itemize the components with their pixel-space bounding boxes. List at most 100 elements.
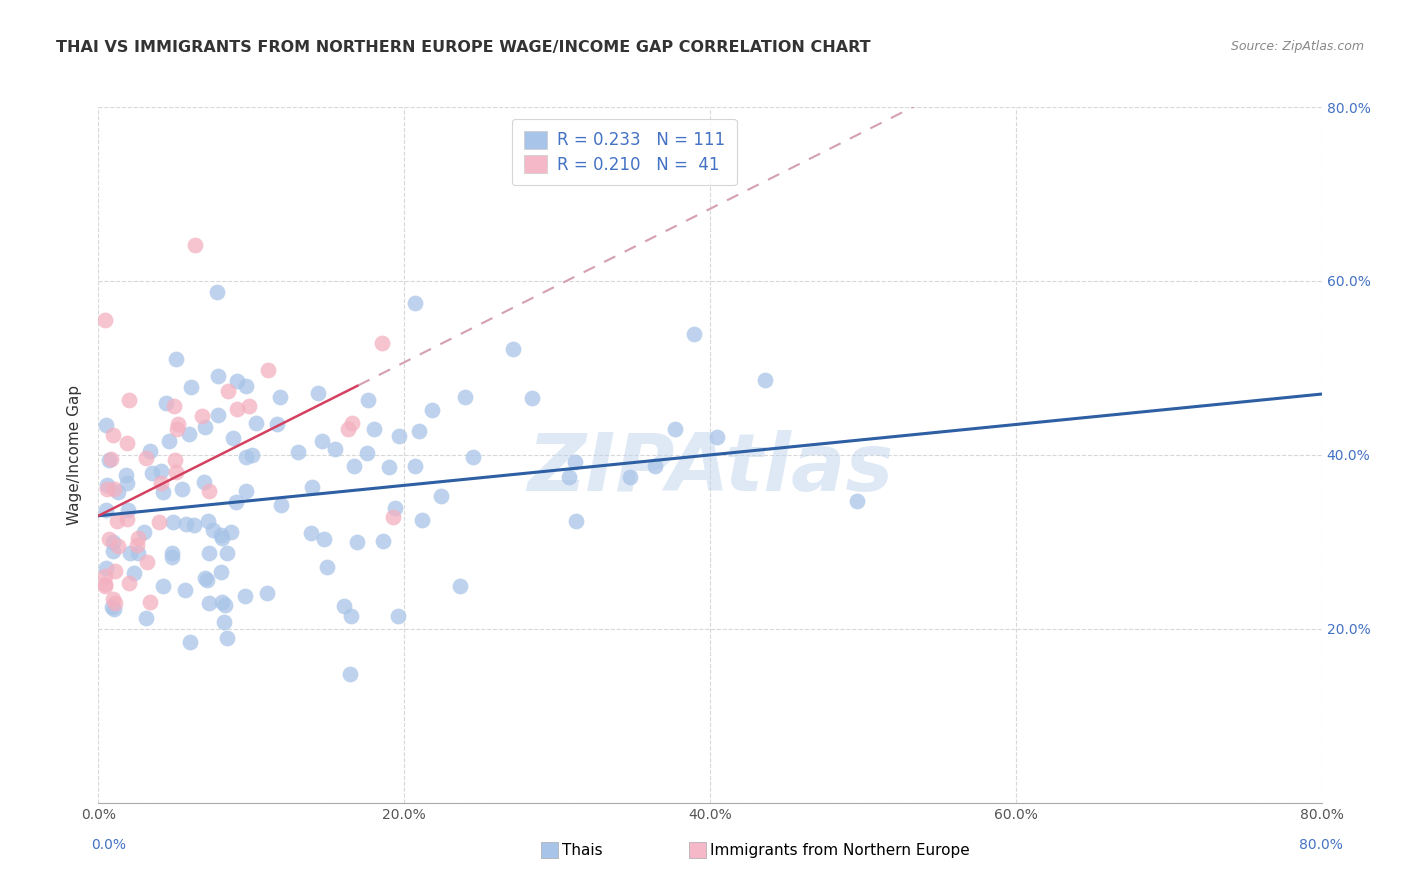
Point bbox=[163, 399, 186, 413]
Point bbox=[270, 498, 292, 512]
Point bbox=[315, 560, 337, 574]
Point bbox=[337, 422, 360, 436]
Point bbox=[149, 476, 172, 491]
Point bbox=[165, 453, 187, 467]
Point bbox=[269, 390, 291, 404]
Text: Source: ZipAtlas.com: Source: ZipAtlas.com bbox=[1230, 40, 1364, 54]
Point bbox=[101, 591, 124, 606]
Point bbox=[404, 458, 426, 473]
Point bbox=[211, 531, 233, 545]
Point bbox=[179, 635, 201, 649]
Point bbox=[214, 598, 236, 612]
Point bbox=[101, 599, 124, 614]
Point bbox=[644, 458, 666, 473]
Point bbox=[522, 391, 544, 405]
Point bbox=[193, 475, 215, 489]
Point bbox=[94, 503, 117, 517]
Point bbox=[307, 386, 329, 401]
Point bbox=[311, 434, 333, 448]
Point bbox=[174, 583, 197, 598]
Point bbox=[96, 478, 118, 492]
Point bbox=[212, 615, 235, 629]
Point bbox=[323, 442, 346, 456]
Point bbox=[148, 515, 170, 529]
Point bbox=[149, 465, 172, 479]
Point bbox=[429, 489, 451, 503]
Text: Immigrants from Northern Europe: Immigrants from Northern Europe bbox=[710, 843, 970, 857]
Point bbox=[107, 485, 129, 500]
Point bbox=[103, 483, 125, 497]
Point bbox=[105, 514, 128, 528]
Point bbox=[420, 403, 443, 417]
Point bbox=[93, 576, 115, 591]
Point bbox=[225, 495, 247, 509]
Point bbox=[165, 465, 187, 479]
Point bbox=[256, 586, 278, 600]
Point bbox=[115, 468, 138, 483]
Point bbox=[167, 417, 190, 432]
Point bbox=[117, 436, 139, 450]
Point bbox=[155, 396, 177, 410]
Point bbox=[194, 571, 217, 585]
Point bbox=[136, 555, 159, 569]
Point bbox=[118, 393, 141, 408]
Point bbox=[558, 470, 581, 484]
Point bbox=[94, 560, 117, 574]
Point bbox=[233, 589, 256, 603]
Point bbox=[664, 421, 686, 435]
Point bbox=[198, 546, 221, 560]
Point bbox=[371, 534, 394, 549]
Point bbox=[235, 450, 257, 465]
Point bbox=[565, 514, 588, 528]
Point bbox=[103, 543, 125, 558]
Point bbox=[363, 422, 385, 436]
Text: ZIPAtlas: ZIPAtlas bbox=[527, 430, 893, 508]
Point bbox=[117, 503, 139, 517]
Point bbox=[172, 482, 194, 496]
Point bbox=[124, 566, 146, 581]
Point bbox=[209, 527, 232, 541]
Point bbox=[107, 539, 129, 553]
Point bbox=[183, 517, 205, 532]
Point bbox=[115, 476, 138, 491]
Text: 0.0%: 0.0% bbox=[91, 838, 127, 853]
Point bbox=[152, 579, 174, 593]
Point bbox=[98, 533, 121, 547]
Point bbox=[384, 501, 406, 516]
Text: 80.0%: 80.0% bbox=[1299, 838, 1343, 853]
Point bbox=[98, 453, 121, 467]
Point bbox=[463, 450, 485, 465]
Point bbox=[564, 454, 586, 468]
Point bbox=[132, 524, 155, 539]
Point bbox=[754, 373, 776, 387]
Point bbox=[202, 523, 225, 537]
Point bbox=[382, 510, 405, 524]
Point bbox=[135, 450, 157, 465]
Point bbox=[120, 546, 142, 560]
Point bbox=[101, 534, 124, 549]
Point bbox=[207, 408, 229, 422]
Point bbox=[219, 525, 242, 540]
Point bbox=[333, 599, 356, 613]
Point bbox=[619, 469, 641, 483]
Point bbox=[340, 609, 363, 624]
Point bbox=[159, 434, 181, 448]
Point bbox=[127, 546, 149, 560]
Point bbox=[174, 516, 197, 531]
Y-axis label: Wage/Income Gap: Wage/Income Gap bbox=[67, 384, 83, 525]
Point bbox=[235, 483, 257, 498]
Point bbox=[453, 390, 475, 404]
Point bbox=[101, 427, 124, 442]
Point bbox=[100, 451, 122, 466]
Point bbox=[198, 483, 221, 498]
Point bbox=[314, 532, 336, 546]
Point bbox=[245, 417, 267, 431]
Point bbox=[408, 424, 430, 438]
Point bbox=[141, 466, 163, 480]
Point bbox=[162, 516, 184, 530]
Point bbox=[96, 482, 118, 496]
Point bbox=[166, 422, 188, 436]
Point bbox=[235, 379, 257, 393]
Point bbox=[411, 513, 433, 527]
Point bbox=[378, 459, 401, 474]
